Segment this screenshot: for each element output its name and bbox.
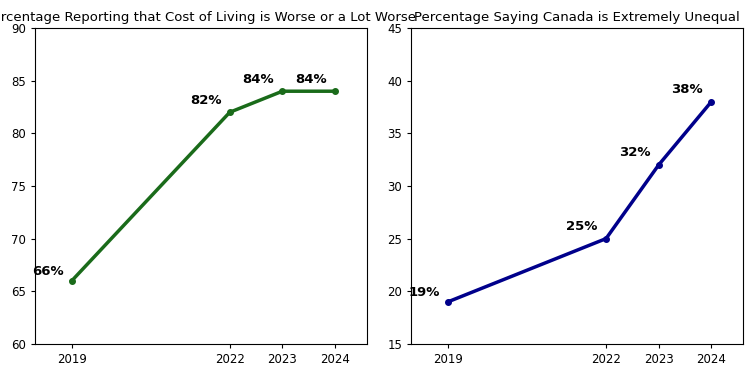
Text: 84%: 84% (295, 73, 326, 86)
Text: 66%: 66% (32, 265, 63, 278)
Text: 38%: 38% (671, 83, 703, 96)
Text: 84%: 84% (243, 73, 274, 86)
Title: Percentage Saying Canada is Extremely Unequal: Percentage Saying Canada is Extremely Un… (414, 11, 740, 24)
Text: 25%: 25% (566, 220, 598, 233)
Text: 32%: 32% (619, 146, 651, 159)
Text: 82%: 82% (190, 94, 222, 107)
Text: 19%: 19% (409, 286, 440, 299)
Title: Percentage Reporting that Cost of Living is Worse or a Lot Worse: Percentage Reporting that Cost of Living… (0, 11, 416, 24)
